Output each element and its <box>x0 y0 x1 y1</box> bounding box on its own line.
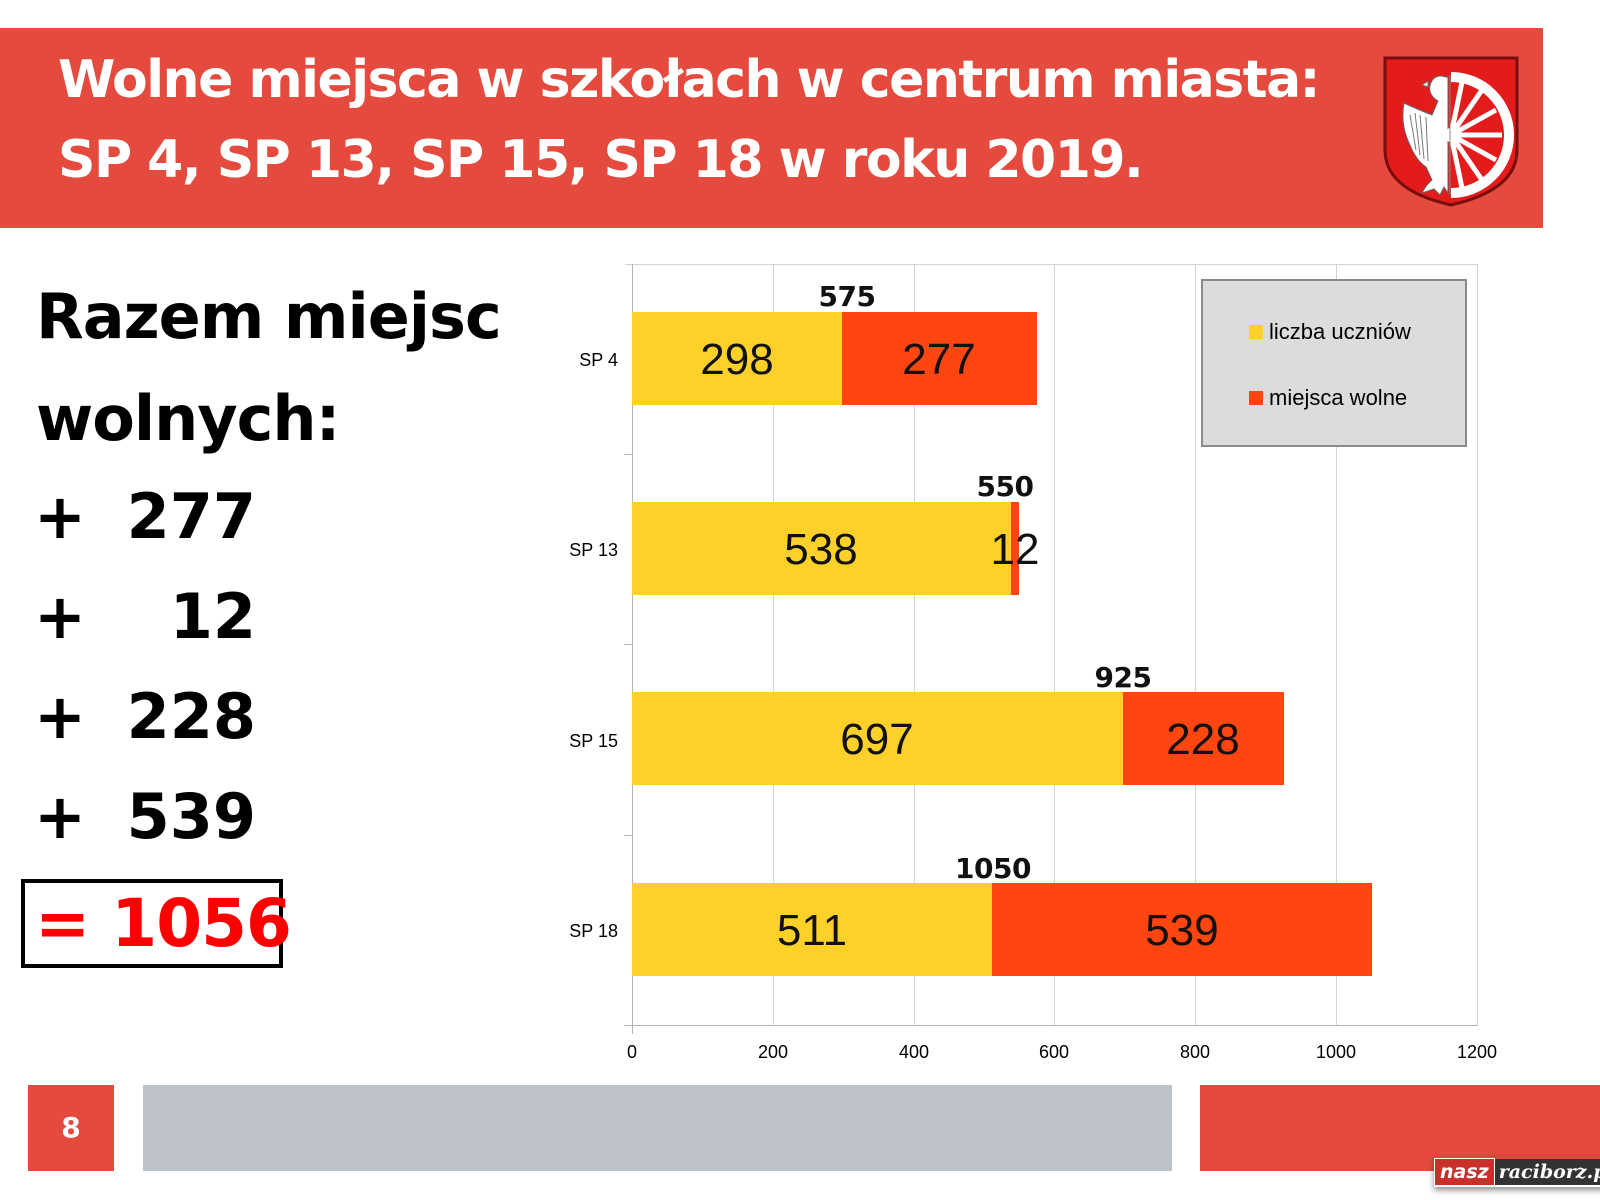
x-tick-label: 0 <box>626 1042 638 1062</box>
y-tick <box>624 454 632 455</box>
y-tick <box>624 835 632 836</box>
summary-value: 12 <box>169 580 256 653</box>
bar-segment-free <box>1123 692 1284 785</box>
summary-row: + 277 <box>34 480 256 553</box>
x-axis-line <box>624 1025 1478 1026</box>
summary-row: + 539 <box>34 780 256 853</box>
chart-legend: liczba uczniów miejsca wolne <box>1201 279 1467 447</box>
category-label: SP 15 <box>569 731 618 751</box>
plot-top-border <box>625 264 1477 265</box>
total-value: = 1056 <box>35 885 292 962</box>
legend-label: miejsca wolne <box>1269 385 1408 410</box>
bar-value: 277 <box>902 335 976 384</box>
plus-sign: + <box>34 480 86 553</box>
x-tick-label: 200 <box>757 1042 789 1062</box>
bar-total: 550 <box>976 470 1034 503</box>
bar-segment-students <box>632 312 842 405</box>
x-tick-label: 600 <box>1038 1042 1070 1062</box>
gridline <box>1336 264 1337 1026</box>
summary-value: 539 <box>126 780 256 853</box>
bar-value: 511 <box>776 906 848 955</box>
bar-total: 925 <box>1094 661 1152 694</box>
bar-value: 697 <box>840 715 914 764</box>
summary-row: + 12 <box>34 580 256 653</box>
x-tick-label: 800 <box>1179 1042 1211 1062</box>
summary-heading-line-2: wolnych: <box>36 382 340 455</box>
x-tick-label: 400 <box>898 1042 930 1062</box>
bar-segment-students <box>632 692 1123 785</box>
bar-value: 228 <box>1166 715 1240 764</box>
coat-of-arms-icon <box>1382 55 1520 208</box>
bar-value: 539 <box>1145 906 1219 955</box>
bar-value: 12 <box>990 525 1040 574</box>
bar-total: 575 <box>818 280 876 313</box>
category-label: SP 13 <box>569 540 618 560</box>
watermark-logo: nasz raciborz.pl <box>1434 1157 1600 1187</box>
legend-swatch-yellow-icon <box>1249 325 1263 339</box>
watermark-part-1: nasz <box>1434 1158 1495 1186</box>
y-axis-line <box>632 264 633 1034</box>
summary-value: 228 <box>126 680 256 753</box>
plus-sign: + <box>34 780 86 853</box>
bar-total: 1050 <box>955 852 1031 885</box>
legend-swatch-red-icon <box>1249 391 1263 405</box>
gridline <box>1054 264 1055 1026</box>
category-label: SP 18 <box>569 921 618 941</box>
legend-label: liczba uczniów <box>1269 319 1411 344</box>
total-box: = 1056 <box>21 879 292 968</box>
title-line-2: SP 4, SP 13, SP 15, SP 18 w roku 2019. <box>58 130 1144 190</box>
gridline <box>1477 264 1478 1026</box>
gridline <box>914 264 915 1026</box>
bar-value: 298 <box>700 335 774 384</box>
plus-sign: + <box>34 680 86 753</box>
page-number: 8 <box>61 1111 81 1144</box>
plus-sign: + <box>34 580 86 653</box>
header-banner: Wolne miejsca w szkołach w centrum miast… <box>0 28 1543 228</box>
legend-item-free: miejsca wolne <box>1249 385 1407 411</box>
watermark-part-2: raciborz.pl <box>1494 1159 1600 1185</box>
page-number-box: 8 <box>28 1085 114 1171</box>
summary-value: 277 <box>126 480 256 553</box>
summary-heading-line-1: Razem miejsc <box>36 280 502 353</box>
bar-value: 538 <box>784 525 858 574</box>
bar-segment-students <box>632 502 1011 595</box>
legend-item-students: liczba uczniów <box>1249 319 1411 345</box>
gridline <box>1195 264 1196 1026</box>
x-tick-label: 1200 <box>1456 1042 1498 1062</box>
gridline <box>773 264 774 1026</box>
category-label: SP 4 <box>579 350 618 370</box>
bar-segment-free <box>992 883 1372 976</box>
bar-segment-free <box>1011 502 1019 595</box>
bar-segment-free <box>842 312 1037 405</box>
footer-red-bar <box>1200 1085 1600 1171</box>
x-tick-label: 1000 <box>1315 1042 1357 1062</box>
title-line-1: Wolne miejsca w szkołach w centrum miast… <box>58 50 1320 110</box>
footer-gray-bar <box>143 1085 1172 1171</box>
y-tick <box>624 644 632 645</box>
summary-row: + 228 <box>34 680 256 753</box>
bar-segment-students <box>632 883 992 976</box>
